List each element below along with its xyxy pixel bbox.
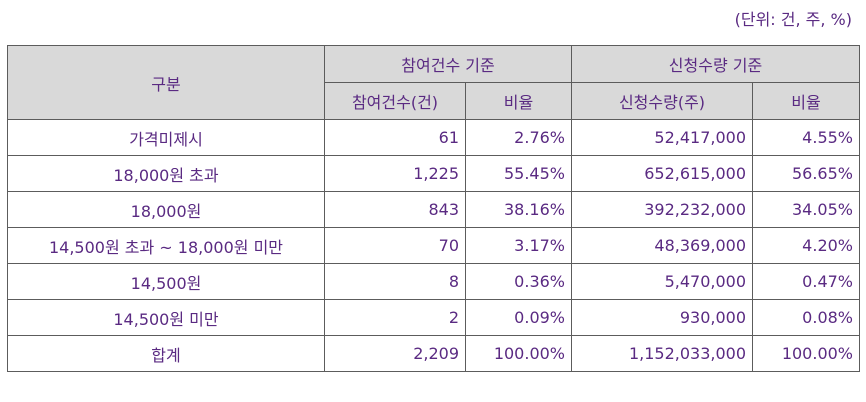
row-participation-count: 70 xyxy=(324,227,466,264)
row-subscription-ratio: 4.20% xyxy=(752,227,860,264)
row-subscription-ratio: 100.00% xyxy=(752,335,860,372)
row-subscription-qty: 930,000 xyxy=(571,299,753,336)
row-participation-ratio: 55.45% xyxy=(465,155,572,192)
row-category: 합계 xyxy=(7,335,325,372)
header-group-subscription: 신청수량 기준 xyxy=(571,45,860,83)
table-row: 14,500원 미만 2 0.09% 930,000 0.08% xyxy=(7,299,860,336)
row-participation-count: 2 xyxy=(324,299,466,336)
header-category: 구분 xyxy=(7,45,325,120)
unit-note: (단위: 건, 주, %) xyxy=(734,10,852,29)
row-subscription-qty: 5,470,000 xyxy=(571,263,753,300)
row-participation-ratio: 0.36% xyxy=(465,263,572,300)
header-group-participation: 참여건수 기준 xyxy=(324,45,572,83)
row-category: 18,000원 xyxy=(7,191,325,228)
row-subscription-qty: 1,152,033,000 xyxy=(571,335,753,372)
row-participation-ratio: 0.09% xyxy=(465,299,572,336)
row-participation-ratio: 100.00% xyxy=(465,335,572,372)
row-participation-ratio: 38.16% xyxy=(465,191,572,228)
row-category: 14,500원 xyxy=(7,263,325,300)
row-participation-count: 1,225 xyxy=(324,155,466,192)
row-participation-ratio: 2.76% xyxy=(465,119,572,156)
total-row: 합계 2,209 100.00% 1,152,033,000 100.00% xyxy=(7,335,860,372)
row-category: 18,000원 초과 xyxy=(7,155,325,192)
row-participation-ratio: 3.17% xyxy=(465,227,572,264)
row-subscription-ratio: 56.65% xyxy=(752,155,860,192)
header-subscription-ratio: 비율 xyxy=(752,82,860,120)
table-row: 18,000원 초과 1,225 55.45% 652,615,000 56.6… xyxy=(7,155,860,192)
row-subscription-ratio: 0.08% xyxy=(752,299,860,336)
row-subscription-ratio: 4.55% xyxy=(752,119,860,156)
row-subscription-qty: 48,369,000 xyxy=(571,227,753,264)
row-subscription-qty: 392,232,000 xyxy=(571,191,753,228)
table-row: 14,500원 초과 ~ 18,000원 미만 70 3.17% 48,369,… xyxy=(7,227,860,264)
table-row: 14,500원 8 0.36% 5,470,000 0.47% xyxy=(7,263,860,300)
table-row: 18,000원 843 38.16% 392,232,000 34.05% xyxy=(7,191,860,228)
row-category: 14,500원 초과 ~ 18,000원 미만 xyxy=(7,227,325,264)
row-category: 가격미제시 xyxy=(7,119,325,156)
row-participation-count: 8 xyxy=(324,263,466,300)
header-participation-count: 참여건수(건) xyxy=(324,82,466,120)
row-participation-count: 61 xyxy=(324,119,466,156)
header-row-group: 구분 참여건수 기준 신청수량 기준 xyxy=(7,45,860,120)
row-subscription-ratio: 34.05% xyxy=(752,191,860,228)
header-subscription-qty: 신청수량(주) xyxy=(571,82,753,120)
header-participation-ratio: 비율 xyxy=(465,82,572,120)
row-category: 14,500원 미만 xyxy=(7,299,325,336)
subscription-table: 구분 참여건수 기준 신청수량 기준 참여건수(건) 비율 신청수량(주) 비율… xyxy=(7,45,860,372)
header-row-sub: 참여건수(건) 비율 신청수량(주) 비율 xyxy=(8,82,860,120)
row-subscription-qty: 52,417,000 xyxy=(571,119,753,156)
row-participation-count: 2,209 xyxy=(324,335,466,372)
table-row: 가격미제시 61 2.76% 52,417,000 4.55% xyxy=(7,119,860,156)
row-participation-count: 843 xyxy=(324,191,466,228)
row-subscription-ratio: 0.47% xyxy=(752,263,860,300)
row-subscription-qty: 652,615,000 xyxy=(571,155,753,192)
